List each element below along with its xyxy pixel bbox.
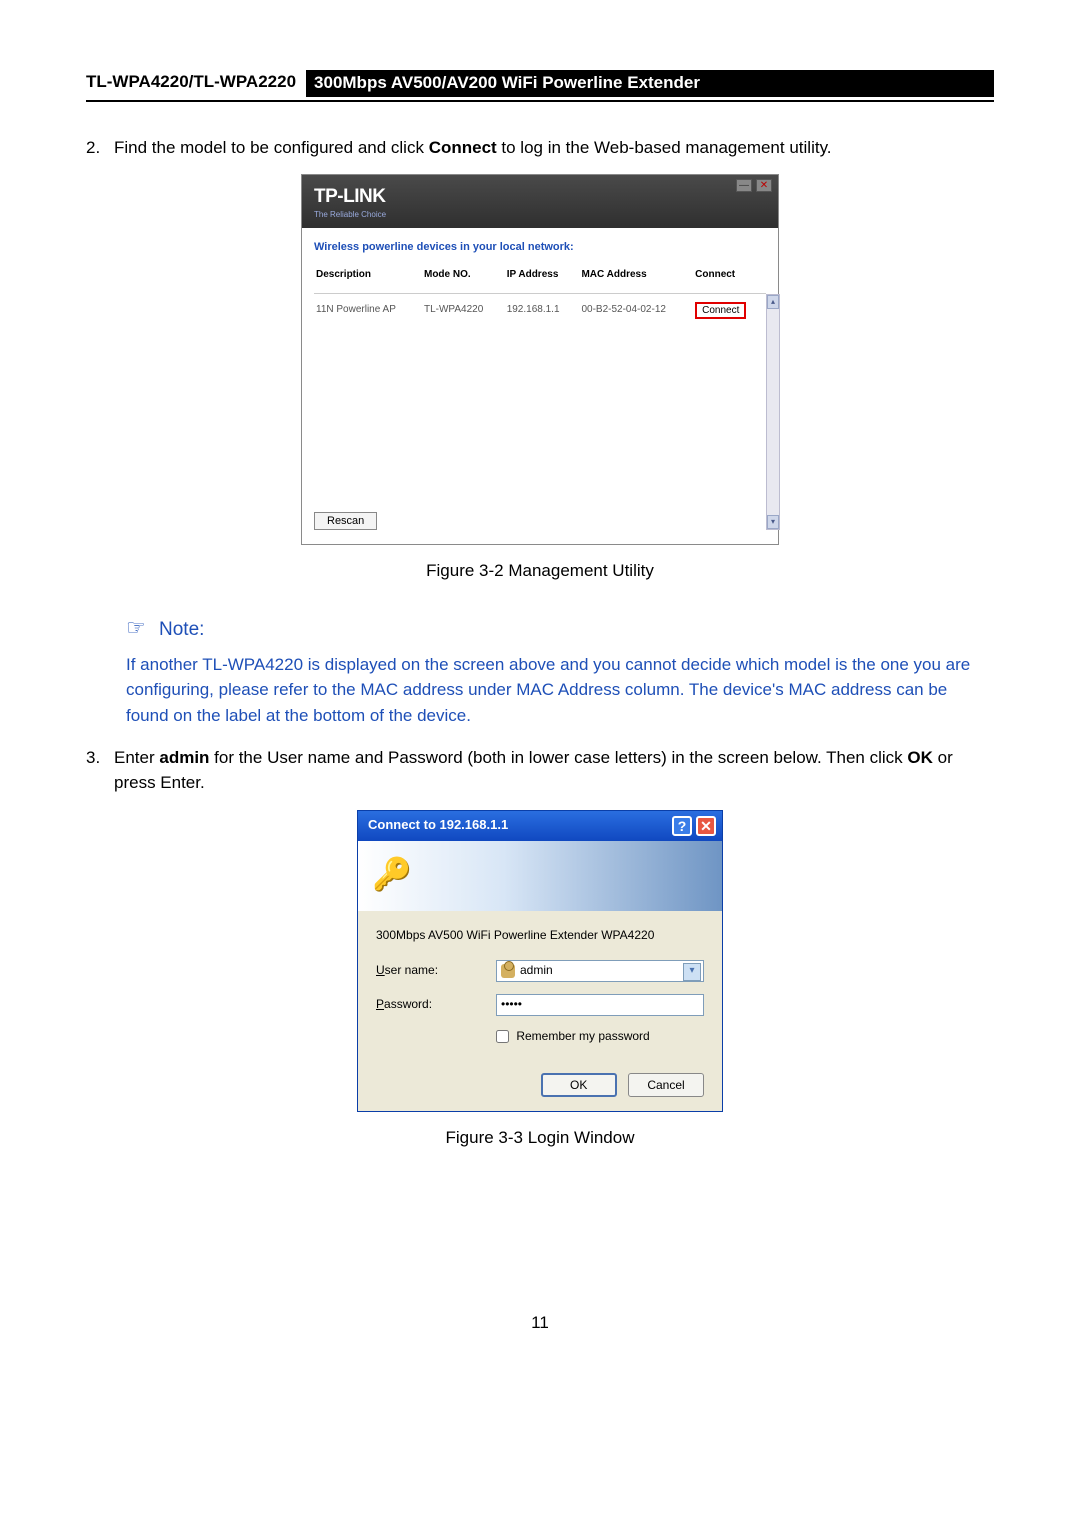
cell-mode: TL-WPA4220 [422, 293, 505, 323]
login-title-text: Connect to 192.168.1.1 [368, 816, 668, 835]
user-icon [501, 964, 515, 978]
header-desc: 300Mbps AV500/AV200 WiFi Powerline Exten… [306, 70, 994, 97]
col-mode: Mode NO. [422, 264, 505, 293]
remember-label: Remember my password [516, 1029, 649, 1043]
password-field[interactable]: ••••• [496, 994, 704, 1016]
login-banner: 🔑 [358, 841, 722, 911]
header-model: TL-WPA4220/TL-WPA2220 [86, 70, 306, 97]
remember-row: Remember my password [496, 1028, 704, 1045]
scroll-track[interactable] [767, 309, 779, 515]
password-label: Password: [376, 996, 496, 1013]
device-table: Description Mode NO. IP Address MAC Addr… [314, 264, 766, 323]
keys-icon: 🔑 [372, 856, 412, 892]
brand-logo: TP-LINK [314, 186, 385, 207]
step-2: 2. Find the model to be configured and c… [86, 136, 994, 161]
step-3-bold-ok: OK [907, 748, 933, 767]
mgmt-body: Wireless powerline devices in your local… [302, 228, 778, 544]
step-3-num: 3. [86, 746, 114, 795]
username-value: admin [520, 962, 553, 979]
connect-button[interactable]: Connect [695, 302, 746, 319]
scroll-down-icon[interactable]: ▾ [767, 515, 779, 529]
step-2-body: Find the model to be configured and clic… [114, 136, 994, 161]
pointing-hand-icon: ☞ [126, 615, 146, 640]
col-mac: MAC Address [579, 264, 693, 293]
scroll-up-icon[interactable]: ▴ [767, 295, 779, 309]
rescan-button[interactable]: Rescan [314, 512, 377, 530]
username-field[interactable]: admin [496, 960, 704, 982]
username-label: User name: [376, 962, 496, 979]
doc-header: TL-WPA4220/TL-WPA2220 300Mbps AV500/AV20… [86, 70, 994, 102]
ok-button[interactable]: OK [541, 1073, 617, 1097]
remember-checkbox[interactable] [496, 1030, 509, 1043]
login-dialog: Connect to 192.168.1.1 ? ✕ 🔑 300Mbps AV5… [357, 810, 723, 1113]
col-ip: IP Address [505, 264, 580, 293]
step-2-text-a: Find the model to be configured and clic… [114, 138, 429, 157]
cell-ip: 192.168.1.1 [505, 293, 580, 323]
cell-desc: 11N Powerline AP [314, 293, 422, 323]
step-2-bold: Connect [429, 138, 497, 157]
username-row: User name: admin [376, 960, 704, 982]
mgmt-label: Wireless powerline devices in your local… [314, 240, 766, 256]
step-3-text-b: for the User name and Password (both in … [209, 748, 907, 767]
page-number: 11 [86, 1311, 994, 1336]
step-2-num: 2. [86, 136, 114, 161]
mgmt-table-wrap: Description Mode NO. IP Address MAC Addr… [314, 264, 766, 500]
step-2-text-b: to log in the Web-based management utili… [497, 138, 832, 157]
step-3-text-a: Enter [114, 748, 159, 767]
login-button-row: OK Cancel [376, 1069, 704, 1097]
login-body: 300Mbps AV500 WiFi Powerline Extender WP… [358, 911, 722, 1112]
management-utility-window: TP-LINK The Reliable Choice — ✕ Wireless… [301, 174, 779, 545]
brand-tagline: The Reliable Choice [314, 209, 768, 221]
note-heading: ☞ Note: [126, 612, 994, 644]
close-icon[interactable]: ✕ [696, 816, 716, 836]
step-3-body: Enter admin for the User name and Passwo… [114, 746, 994, 795]
note-body: If another TL-WPA4220 is displayed on th… [126, 652, 994, 729]
close-icon[interactable]: ✕ [756, 179, 772, 192]
step-3-bold-admin: admin [159, 748, 209, 767]
cancel-button[interactable]: Cancel [628, 1073, 704, 1097]
device-list: Description Mode NO. IP Address MAC Addr… [314, 264, 766, 500]
window-buttons: — ✕ [736, 179, 772, 192]
note-title: Note: [159, 619, 204, 640]
table-row: 11N Powerline AP TL-WPA4220 192.168.1.1 … [314, 293, 766, 323]
cell-mac: 00-B2-52-04-02-12 [579, 293, 693, 323]
mgmt-titlebar: TP-LINK The Reliable Choice — ✕ [302, 175, 778, 228]
password-value: ••••• [501, 996, 522, 1013]
help-icon[interactable]: ? [672, 816, 692, 836]
step-3: 3. Enter admin for the User name and Pas… [86, 746, 994, 795]
col-description: Description [314, 264, 422, 293]
password-row: Password: ••••• [376, 994, 704, 1016]
col-connect: Connect [693, 264, 766, 293]
figure-3-2-caption: Figure 3-2 Management Utility [86, 559, 994, 584]
cell-connect: Connect [693, 293, 766, 323]
login-titlebar: Connect to 192.168.1.1 ? ✕ [358, 811, 722, 841]
minimize-icon[interactable]: — [736, 179, 752, 192]
table-header-row: Description Mode NO. IP Address MAC Addr… [314, 264, 766, 293]
figure-3-3-caption: Figure 3-3 Login Window [86, 1126, 994, 1151]
login-device-text: 300Mbps AV500 WiFi Powerline Extender WP… [376, 927, 704, 944]
scrollbar[interactable]: ▴ ▾ [766, 294, 780, 530]
